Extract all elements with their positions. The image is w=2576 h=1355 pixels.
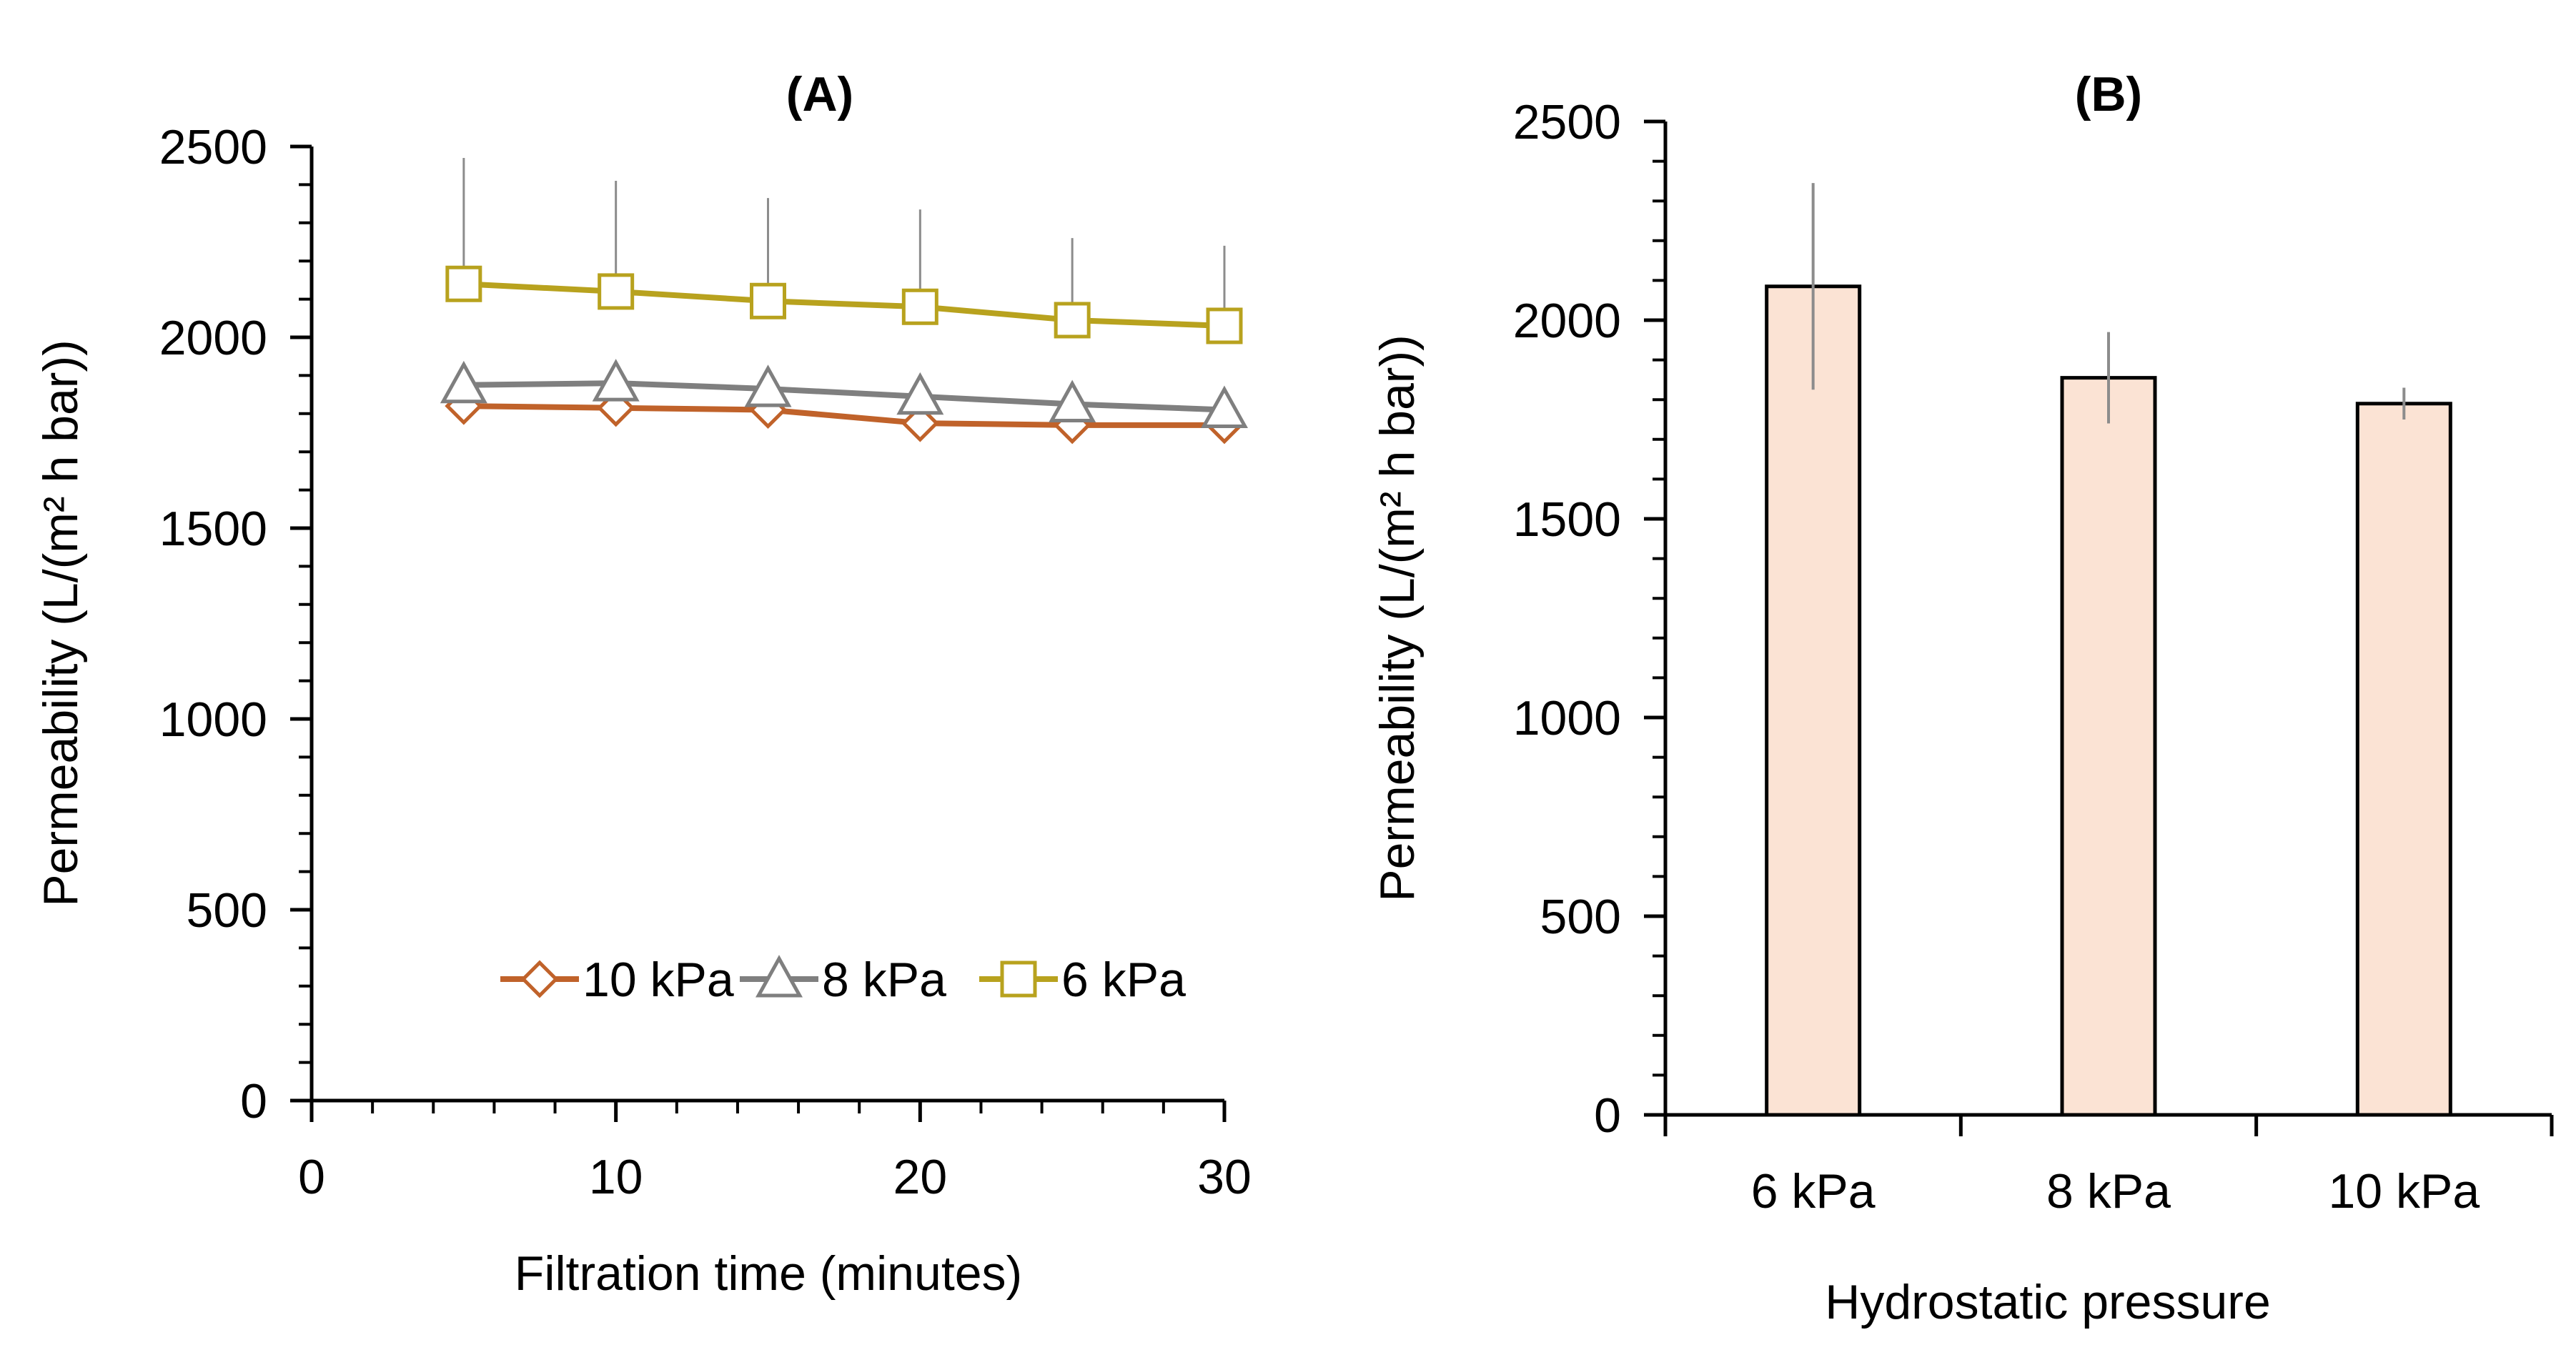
chart-b-y-tick-label: 2500 xyxy=(1513,95,1621,149)
chart-b-bar xyxy=(1765,284,1862,1117)
chart-a-legend-marker xyxy=(756,955,803,998)
chart-b-category-label: 8 kPa xyxy=(2046,1164,2171,1218)
chart-a-legend: 10 kPa 8 kPa 6 kPa xyxy=(500,953,1186,1007)
chart-b-y-tick-label: 1500 xyxy=(1513,492,1621,547)
chart-a-y-tick-label: 1500 xyxy=(159,502,267,556)
chart-a-data-point xyxy=(598,273,635,310)
chart-a-x-tick-label: 0 xyxy=(298,1150,325,1204)
chart-a-series-line xyxy=(463,403,1224,428)
chart-a-series-line xyxy=(463,281,1225,329)
chart-a-y-tick-label: 500 xyxy=(187,883,267,938)
chart-a-data-point xyxy=(1049,379,1096,422)
chart-a-y-label: Permeability (L/(m² h bar)) xyxy=(34,339,88,907)
chart-a-x-tick-label: 10 xyxy=(589,1150,643,1204)
chart-a-data-point xyxy=(901,288,938,325)
chart-a-data-point xyxy=(896,372,944,415)
chart-a-y-ticks: 0 500 1000 1500 2000 2500 xyxy=(159,120,312,1128)
chart-b-y-tick-label: 500 xyxy=(1540,890,1621,944)
chart-b-bar xyxy=(2355,402,2452,1117)
chart-b-category-label: 6 kPa xyxy=(1751,1164,1876,1218)
chart-a-legend-label: 8 kPa xyxy=(822,953,946,1007)
chart-a-series xyxy=(440,158,1248,445)
chart-a-data-point xyxy=(1206,307,1243,344)
chart-a-y-tick-label: 1000 xyxy=(159,693,267,747)
chart-a-data-point xyxy=(750,282,786,319)
chart-a-legend-marker xyxy=(1000,961,1037,998)
chart-a-legend-label: 6 kPa xyxy=(1061,953,1186,1007)
chart-a-data-point xyxy=(744,364,792,407)
chart-a-series-line xyxy=(463,380,1225,413)
chart-panel-b: (B) 0 500 1000 1500 2000 2500 6 kPa 8 kPa 10 kP… xyxy=(1370,67,2554,1329)
chart-a-legend-label: 10 kPa xyxy=(583,953,734,1007)
chart-panel-a: (A) 0 500 1000 1500 2000 2500 0 10 20 30 Filtrat… xyxy=(34,67,1252,1301)
chart-b-bars: 6 kPa 8 kPa 10 kPa xyxy=(1663,183,2554,1218)
chart-b-title: (B) xyxy=(2075,67,2142,121)
chart-a-x-tick-label: 30 xyxy=(1197,1150,1252,1204)
chart-b-category-label: 10 kPa xyxy=(2328,1164,2480,1218)
chart-b-y-tick-label: 2000 xyxy=(1513,294,1621,348)
chart-a-title: (A) xyxy=(786,67,853,121)
chart-a-data-point xyxy=(445,265,482,302)
chart-b-y-label: Permeability (L/(m² h bar)) xyxy=(1370,334,1425,902)
chart-a-y-tick-label: 2000 xyxy=(159,311,267,365)
chart-b-y-ticks: 0 500 1000 1500 2000 2500 xyxy=(1513,95,1665,1143)
chart-a-legend-marker xyxy=(520,960,559,998)
chart-a-x-ticks: 0 10 20 30 xyxy=(298,1101,1252,1204)
chart-a-x-tick-label: 20 xyxy=(893,1150,948,1204)
chart-b-bar xyxy=(2060,376,2157,1117)
chart-a-data-point xyxy=(440,360,487,404)
chart-a-data-point xyxy=(1054,302,1091,339)
chart-b-x-label: Hydrostatic pressure xyxy=(1825,1275,2271,1329)
chart-a-data-point xyxy=(592,359,640,402)
chart-a-y-tick-label: 0 xyxy=(240,1074,267,1128)
chart-a-data-point xyxy=(901,404,939,442)
chart-a-data-point xyxy=(1201,385,1248,428)
chart-a-y-tick-label: 2500 xyxy=(159,120,267,174)
chart-b-y-tick-label: 1000 xyxy=(1513,691,1621,745)
chart-b-y-tick-label: 0 xyxy=(1594,1088,1621,1143)
chart-a-x-label: Filtration time (minutes) xyxy=(515,1246,1022,1301)
